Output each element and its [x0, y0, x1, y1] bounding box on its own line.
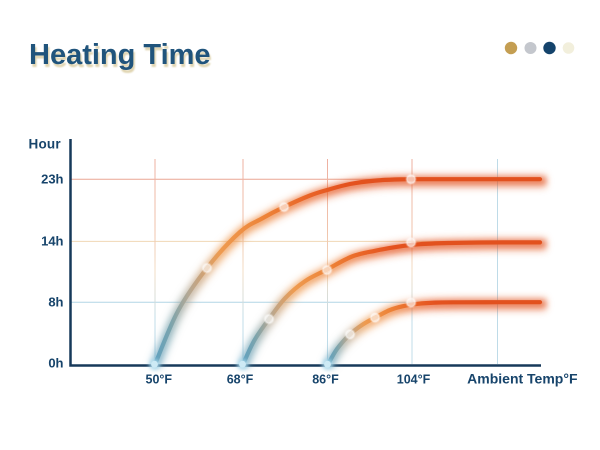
svg-text:Hour: Hour	[29, 137, 62, 152]
svg-text:68°F: 68°F	[227, 373, 254, 387]
svg-text:Heating Time: Heating Time	[31, 42, 213, 74]
svg-text:104°F: 104°F	[397, 373, 431, 387]
svg-text:86°F: 86°F	[312, 373, 339, 387]
svg-text:0h: 0h	[48, 356, 63, 371]
svg-text:23h: 23h	[41, 172, 63, 187]
svg-text:50°F: 50°F	[146, 373, 173, 387]
svg-text:Heating Time: Heating Time	[29, 39, 211, 71]
svg-text:8h: 8h	[48, 295, 63, 310]
svg-text:14h: 14h	[41, 234, 63, 249]
svg-text:Ambient Temp°F: Ambient Temp°F	[467, 371, 578, 387]
